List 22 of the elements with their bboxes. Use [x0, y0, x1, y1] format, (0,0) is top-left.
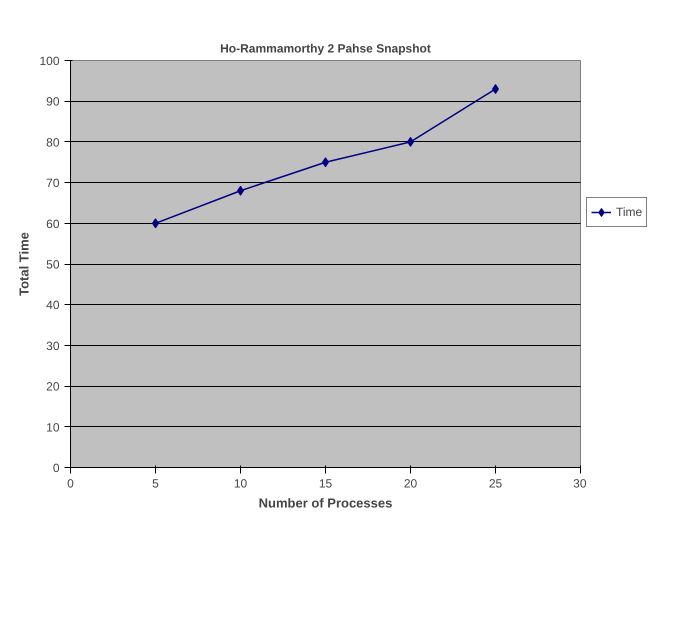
- y-tick-label: 10: [46, 420, 60, 434]
- y-axis-title: Total Time: [16, 232, 32, 296]
- y-tick-label: 20: [46, 380, 60, 394]
- y-tick-label: 50: [46, 258, 60, 272]
- x-tick-label: 15: [318, 476, 332, 490]
- x-axis-title: Number of Processes: [258, 496, 392, 510]
- x-tick-label: 30: [573, 476, 587, 490]
- y-tick-label: 30: [46, 338, 60, 353]
- y-tick-label: 80: [46, 135, 60, 150]
- x-tick-label: 10: [234, 476, 248, 490]
- y-tick-label: 100: [39, 54, 60, 68]
- y-tick-label: 0: [52, 461, 60, 475]
- y-tick-label: 90: [46, 94, 60, 109]
- x-tick-label: 25: [488, 476, 502, 490]
- x-tick-label: 20: [404, 476, 418, 490]
- chart-title: Ho-Rammamorthy 2 Pahse Snapshot: [220, 42, 431, 56]
- y-tick-label: 60: [46, 216, 60, 231]
- y-tick-label: 70: [46, 176, 60, 190]
- y-tick-label: 40: [46, 298, 60, 312]
- x-tick-label: 0: [67, 476, 74, 490]
- legend-label: Time: [616, 205, 642, 219]
- x-tick-label: 5: [152, 476, 160, 490]
